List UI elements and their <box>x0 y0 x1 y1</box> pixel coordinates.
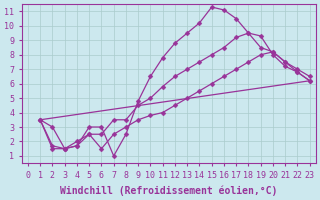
X-axis label: Windchill (Refroidissement éolien,°C): Windchill (Refroidissement éolien,°C) <box>60 185 277 196</box>
